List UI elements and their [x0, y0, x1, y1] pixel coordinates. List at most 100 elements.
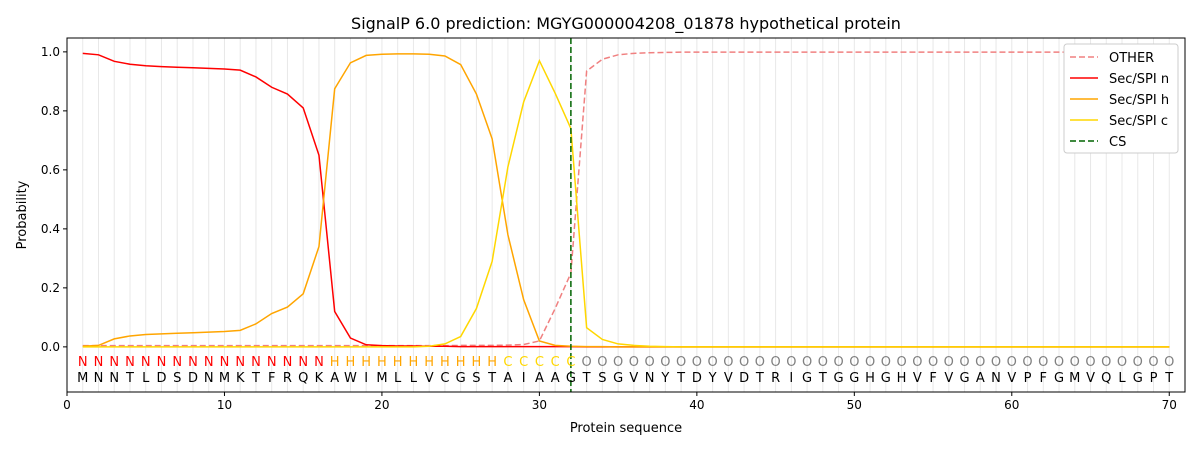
region-label: O [582, 355, 592, 370]
region-label: N [188, 355, 198, 370]
region-label: O [676, 355, 686, 370]
legend-label: Sec/SPI c [1109, 114, 1168, 129]
y-tick-label: 0.0 [41, 340, 60, 354]
region-label: O [660, 355, 670, 370]
region-label: C [519, 355, 528, 370]
region-label: O [833, 355, 843, 370]
region-label: O [739, 355, 749, 370]
legend-label: Sec/SPI h [1109, 93, 1169, 108]
series-line-sec-spi-h [82, 53, 1170, 348]
region-label: H [393, 355, 403, 370]
region-label: C [503, 355, 512, 370]
region-label: O [613, 355, 623, 370]
region-label: O [1164, 355, 1174, 370]
region-label: O [1085, 355, 1095, 370]
region-label: N [204, 355, 214, 370]
region-label: O [928, 355, 938, 370]
region-label: H [456, 355, 466, 370]
x-tick-label: 0 [63, 398, 71, 412]
region-label: O [818, 355, 828, 370]
region-label: O [1148, 355, 1158, 370]
region-label: O [786, 355, 796, 370]
region-label: H [361, 355, 371, 370]
region-label: H [330, 355, 340, 370]
region-label: N [125, 355, 135, 370]
legend-label: Sec/SPI n [1109, 72, 1169, 87]
region-label: N [298, 355, 308, 370]
y-tick-label: 0.4 [41, 222, 60, 236]
region-label: H [377, 355, 387, 370]
legend-box [1063, 43, 1179, 154]
region-label: O [975, 355, 985, 370]
series-line-other [82, 51, 1170, 347]
region-label: C [566, 355, 575, 370]
plot-frame [66, 37, 1186, 393]
region-label: O [959, 355, 969, 370]
series-line-sec-spi-c [82, 58, 1170, 348]
legend-label: OTHER [1109, 51, 1154, 66]
region-label: O [597, 355, 607, 370]
region-label: O [849, 355, 859, 370]
series-lines [82, 38, 1170, 392]
residue-sequence: MNNTLDSDNMKTFRQKAWIMLLVCGSTAIAAGTSGVNYTD… [77, 371, 1173, 386]
x-tick-label: 70 [1162, 398, 1177, 412]
region-label: N [109, 355, 119, 370]
axes: 0 10 20 30 40 50 60 70 0.0 0.2 0.4 0.6 0.8 1.0 [41, 45, 1177, 412]
region-label: N [94, 355, 104, 370]
region-label: O [1070, 355, 1080, 370]
region-label: O [944, 355, 954, 370]
region-label: O [755, 355, 765, 370]
region-label: O [692, 355, 702, 370]
region-label: O [912, 355, 922, 370]
region-label: N [78, 355, 88, 370]
region-label: O [1038, 355, 1048, 370]
region-label: O [1007, 355, 1017, 370]
y-axis-label: Probability [15, 180, 30, 249]
x-tick-label: 40 [689, 398, 704, 412]
region-label: O [991, 355, 1001, 370]
grid [82, 38, 1170, 392]
region-label: N [172, 355, 182, 370]
region-label: O [881, 355, 891, 370]
region-label: O [1101, 355, 1111, 370]
y-tick-label: 0.8 [41, 104, 60, 118]
y-tick-label: 0.2 [41, 281, 60, 295]
region-label: O [629, 355, 639, 370]
region-label: O [707, 355, 717, 370]
region-label: O [1117, 355, 1127, 370]
region-label: C [551, 355, 560, 370]
region-label: O [723, 355, 733, 370]
x-axis-label: Protein sequence [570, 421, 682, 436]
region-label: O [770, 355, 780, 370]
region-label: O [645, 355, 655, 370]
chart-title: SignalP 6.0 prediction: MGYG000004208_01… [351, 14, 901, 34]
region-label: O [1022, 355, 1032, 370]
region-label: H [346, 355, 356, 370]
y-tick-label: 1.0 [41, 45, 60, 59]
region-label: N [283, 355, 293, 370]
y-tick-label: 0.6 [41, 163, 60, 177]
region-label: O [865, 355, 875, 370]
x-tick-label: 60 [1004, 398, 1019, 412]
region-label: H [440, 355, 450, 370]
region-label: C [535, 355, 544, 370]
region-label: O [1054, 355, 1064, 370]
region-label: N [251, 355, 261, 370]
region-label: H [487, 355, 497, 370]
x-tick-label: 10 [217, 398, 232, 412]
region-label: N [141, 355, 151, 370]
region-label: N [314, 355, 324, 370]
region-label: N [220, 355, 230, 370]
region-label: H [472, 355, 482, 370]
region-label: O [1133, 355, 1143, 370]
legend: OTHER Sec/SPI n Sec/SPI h Sec/SPI c CS [1063, 43, 1179, 154]
x-tick-label: 30 [532, 398, 547, 412]
region-label: O [802, 355, 812, 370]
series-line-sec-spi-n [82, 52, 1170, 348]
region-label: H [424, 355, 434, 370]
x-tick-label: 20 [374, 398, 389, 412]
legend-label: CS [1109, 135, 1126, 150]
